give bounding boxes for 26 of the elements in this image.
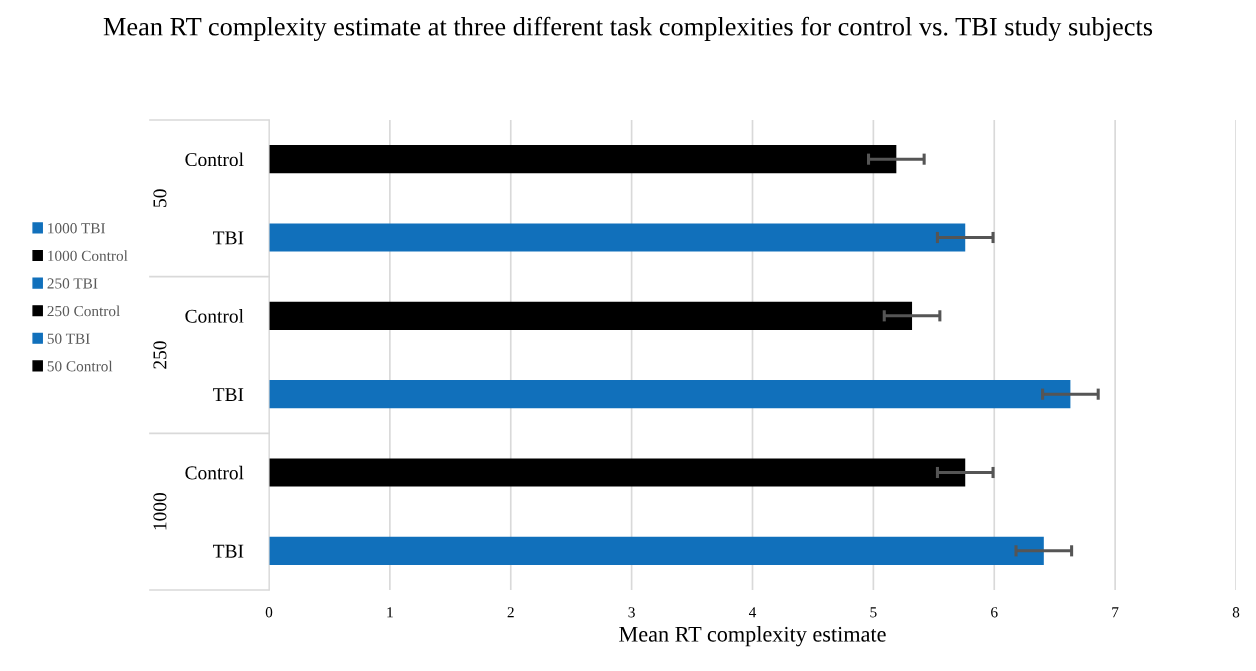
text: 1000 <box>153 492 167 530</box>
y-tick-label: Control <box>185 465 244 480</box>
y-tick-label: Control <box>185 152 244 167</box>
x-tick-label: 8 <box>1232 607 1240 618</box>
x-tick-label: 2 <box>507 607 514 618</box>
x-tick-label: 6 <box>991 607 998 618</box>
x-tick-label: 1 <box>387 607 393 618</box>
x-tick-label: 7 <box>1112 607 1119 618</box>
x-tick-label: 0 <box>265 607 273 618</box>
legend-label: 50 Control <box>47 360 113 372</box>
x-tick-label: 3 <box>628 607 635 618</box>
legend-label: 50 TBI <box>47 333 90 344</box>
x-tick-label: 4 <box>748 607 757 618</box>
x-tick-label: 5 <box>870 607 877 618</box>
legend-label: 1000 TBI <box>48 223 106 234</box>
text: 50 <box>153 189 167 207</box>
y-tick-label: TBI <box>213 544 244 558</box>
text: 250 <box>153 341 167 369</box>
y-tick-label: TBI <box>213 388 244 401</box>
x-axis-title: Mean RT complexity estimate <box>619 626 886 647</box>
legend-label: 1000 Control <box>48 250 128 262</box>
legend-label: 250 TBI <box>47 278 98 289</box>
y-tick-label: TBI <box>213 231 244 245</box>
y-tick-label: Control <box>185 309 244 323</box>
legend-label: 250 Control <box>47 305 120 317</box>
chart-title: Mean RT complexity estimate at three different task complexities for control vs. TBI study subjects <box>103 16 1153 42</box>
